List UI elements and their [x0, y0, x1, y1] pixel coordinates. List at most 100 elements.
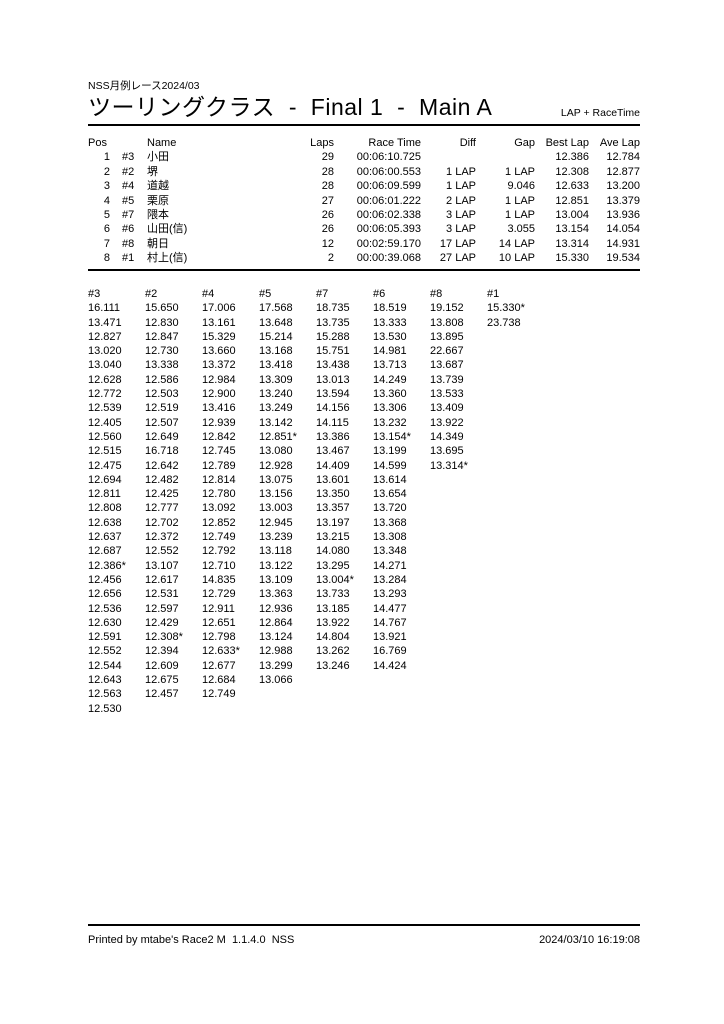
lap-time: 12.456 — [88, 573, 122, 586]
lap-time: 12.503 — [145, 388, 179, 401]
lap-time: 13.118 — [259, 545, 292, 558]
lap-time: 12.798 — [202, 631, 236, 644]
lap-time: 12.710 — [202, 559, 236, 572]
document-header: NSS月例レース2024/03 ツーリングクラス - Final 1 - Mai… — [88, 80, 640, 126]
result-cell-ave_lap: 14.054 — [606, 223, 640, 236]
result-row: 7 #8 朝日 12 00:02:59.170 17 LAP 14 LAP 13.314 14.… — [88, 237, 640, 251]
lap-time: 13.735 — [316, 316, 350, 329]
lap-time: 13.895 — [430, 330, 464, 343]
lap-time: 12.687 — [88, 545, 122, 558]
lap-time: 12.694 — [88, 473, 122, 486]
lap-time: 13.004* — [316, 573, 354, 586]
lap-time: 12.308* — [145, 631, 183, 644]
result-cell-name: 栗原 — [147, 194, 169, 207]
lap-time: 13.338 — [145, 359, 179, 372]
lap-time: 13.161 — [202, 316, 236, 329]
result-cell-car: #4 — [122, 180, 135, 193]
result-cell-laps: 29 — [321, 151, 334, 164]
lap-time: 17.006 — [202, 302, 236, 315]
result-cell-diff: 3 LAP — [446, 209, 476, 222]
lap-time: 13.808 — [430, 316, 464, 329]
result-cell-ave_lap: 14.931 — [606, 237, 640, 250]
lap-time: 23.738 — [487, 316, 521, 329]
lap-time: 13.107 — [145, 559, 179, 572]
lap-time: 12.482 — [145, 473, 179, 486]
col-header-racetime: Race Time — [368, 137, 421, 149]
result-cell-race_time: 00:06:00.553 — [356, 165, 421, 178]
lap-time: 12.637 — [88, 531, 122, 544]
lap-time: 14.477 — [373, 602, 407, 615]
col-header-diff: Diff — [459, 137, 476, 149]
lap-time: 12.552 — [145, 545, 179, 558]
lap-time: 13.293 — [373, 588, 407, 601]
lap-time: 12.830 — [145, 316, 179, 329]
lap-time: 13.262 — [316, 645, 350, 658]
lap-time: 13.013 — [316, 373, 350, 386]
lap-time: 13.239 — [259, 531, 293, 544]
lap-time: 15.650 — [145, 302, 179, 315]
lap-time: 14.767 — [373, 616, 407, 629]
lap-column-header: #2 — [145, 288, 158, 300]
col-header-name: Name — [147, 137, 177, 149]
result-cell-pos: 8 — [103, 252, 110, 265]
lap-time: 12.988 — [259, 645, 293, 658]
lap-time: 12.405 — [88, 416, 122, 429]
result-row: 3 #4 道越 28 00:06:09.599 1 LAP 9.046 12.633 13.20… — [88, 179, 640, 193]
lap-time: 12.749 — [202, 531, 236, 544]
result-cell-car: #7 — [122, 209, 135, 222]
lap-time: 13.416 — [202, 402, 236, 415]
result-cell-car: #1 — [122, 252, 135, 265]
lap-time: 13.921 — [373, 631, 407, 644]
lap-time: 12.864 — [259, 616, 293, 629]
lap-time: 14.981 — [373, 345, 407, 358]
lap-time: 13.156 — [259, 488, 293, 501]
lap-time: 13.922 — [430, 416, 464, 429]
lap-time: 18.735 — [316, 302, 350, 315]
lap-time: 12.789 — [202, 459, 236, 472]
lap-time: 12.394 — [145, 645, 179, 658]
result-cell-best_lap: 12.633 — [555, 180, 589, 193]
lap-time: 13.142 — [259, 416, 293, 429]
lap-time: 13.168 — [259, 345, 293, 358]
result-cell-car: #6 — [122, 223, 135, 236]
result-cell-laps: 12 — [321, 237, 334, 250]
lap-time: 12.777 — [145, 502, 179, 515]
result-cell-pos: 7 — [103, 237, 110, 250]
result-cell-race_time: 00:06:10.725 — [356, 151, 421, 164]
result-cell-laps: 27 — [321, 194, 334, 207]
lap-time: 12.928 — [259, 459, 293, 472]
result-cell-best_lap: 15.330 — [555, 252, 589, 265]
result-row: 5 #7 隈本 26 00:06:02.338 3 LAP 1 LAP 13.004 13.93… — [88, 208, 640, 222]
lap-column-header: #3 — [88, 288, 101, 300]
lap-time: 12.552 — [88, 645, 122, 658]
lap-time: 13.308 — [373, 531, 407, 544]
lap-column: #6 18.519 13.333 13.530 14.981 13.713 14.249 13… — [373, 287, 430, 716]
lap-time: 14.115 — [316, 416, 349, 429]
lap-time: 13.249 — [259, 402, 293, 415]
col-header-bestlap: Best Lap — [545, 137, 589, 149]
lap-time: 13.109 — [259, 573, 293, 586]
lap-time: 13.409 — [430, 402, 464, 415]
lap-time: 12.630 — [88, 616, 122, 629]
lap-column-header: #5 — [259, 288, 272, 300]
lap-column-header: #1 — [487, 288, 500, 300]
lap-time: 12.515 — [88, 445, 122, 458]
lap-time: 12.729 — [202, 588, 236, 601]
lap-time: 12.939 — [202, 416, 236, 429]
lap-time: 15.751 — [316, 345, 350, 358]
result-cell-laps: 2 — [327, 252, 334, 265]
lap-time: 13.197 — [316, 516, 350, 529]
result-cell-ave_lap: 19.534 — [606, 252, 640, 265]
lap-time: 13.122 — [259, 559, 293, 572]
lap-time: 14.409 — [316, 459, 350, 472]
lap-time: 12.586 — [145, 373, 179, 386]
lap-time: 12.539 — [88, 402, 122, 415]
result-cell-car: #5 — [122, 194, 135, 207]
lap-column-header: #6 — [373, 288, 386, 300]
result-cell-ave_lap: 12.877 — [606, 165, 640, 178]
lap-time: 13.154* — [373, 430, 411, 443]
lap-time: 13.471 — [88, 316, 122, 329]
result-cell-pos: 1 — [103, 151, 110, 164]
lap-time: 12.780 — [202, 488, 236, 501]
result-row: 8 #1 村上(信) 2 00:00:39.068 27 LAP 10 LAP 15.330 1… — [88, 251, 640, 265]
